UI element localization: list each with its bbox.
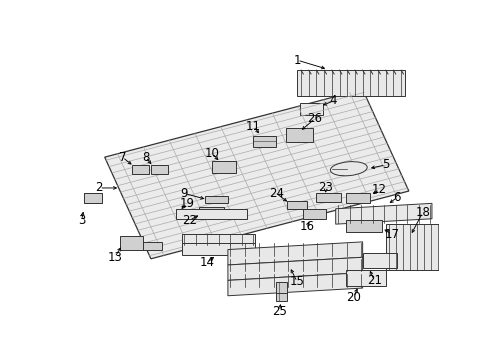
Polygon shape (335, 203, 431, 224)
Text: 4: 4 (329, 94, 336, 107)
Polygon shape (253, 136, 276, 147)
Text: 10: 10 (204, 147, 220, 160)
Polygon shape (182, 243, 254, 255)
Polygon shape (176, 209, 246, 219)
Polygon shape (143, 242, 162, 249)
Polygon shape (104, 89, 408, 259)
Polygon shape (299, 103, 322, 115)
Text: 5: 5 (381, 158, 388, 171)
Polygon shape (316, 193, 341, 202)
Polygon shape (151, 165, 167, 174)
Text: 15: 15 (289, 275, 304, 288)
Polygon shape (286, 201, 306, 209)
Text: 21: 21 (366, 274, 381, 287)
Text: 17: 17 (384, 228, 399, 240)
Polygon shape (212, 161, 235, 172)
Polygon shape (345, 220, 381, 232)
Polygon shape (297, 70, 404, 95)
Text: 25: 25 (271, 305, 286, 318)
Polygon shape (227, 257, 362, 280)
Polygon shape (84, 193, 102, 203)
Polygon shape (131, 165, 148, 174)
Polygon shape (345, 270, 385, 286)
Text: 23: 23 (318, 181, 332, 194)
Text: 26: 26 (307, 112, 322, 125)
Text: 12: 12 (371, 183, 386, 196)
Text: 1: 1 (293, 54, 300, 67)
Text: 7: 7 (119, 150, 126, 164)
Polygon shape (276, 282, 286, 301)
Polygon shape (345, 193, 369, 203)
Text: 2: 2 (95, 181, 103, 194)
Text: 22: 22 (182, 214, 197, 227)
Text: 20: 20 (346, 291, 360, 304)
Polygon shape (199, 207, 224, 216)
Polygon shape (227, 242, 362, 265)
Text: 3: 3 (78, 214, 85, 227)
Text: 6: 6 (393, 191, 400, 204)
Polygon shape (120, 236, 143, 249)
Polygon shape (204, 195, 227, 203)
Text: 8: 8 (142, 150, 149, 164)
Text: 16: 16 (299, 220, 314, 233)
Text: 11: 11 (245, 120, 260, 133)
Text: 13: 13 (107, 251, 122, 264)
Polygon shape (302, 209, 325, 219)
Text: 19: 19 (179, 197, 194, 210)
Polygon shape (227, 273, 362, 296)
Polygon shape (285, 128, 312, 142)
Polygon shape (182, 234, 254, 245)
Text: 9: 9 (180, 187, 187, 200)
Ellipse shape (330, 162, 366, 176)
Polygon shape (362, 253, 396, 268)
Polygon shape (385, 224, 439, 270)
Text: 14: 14 (199, 256, 214, 269)
Text: 24: 24 (268, 187, 284, 200)
Text: 18: 18 (414, 206, 429, 219)
